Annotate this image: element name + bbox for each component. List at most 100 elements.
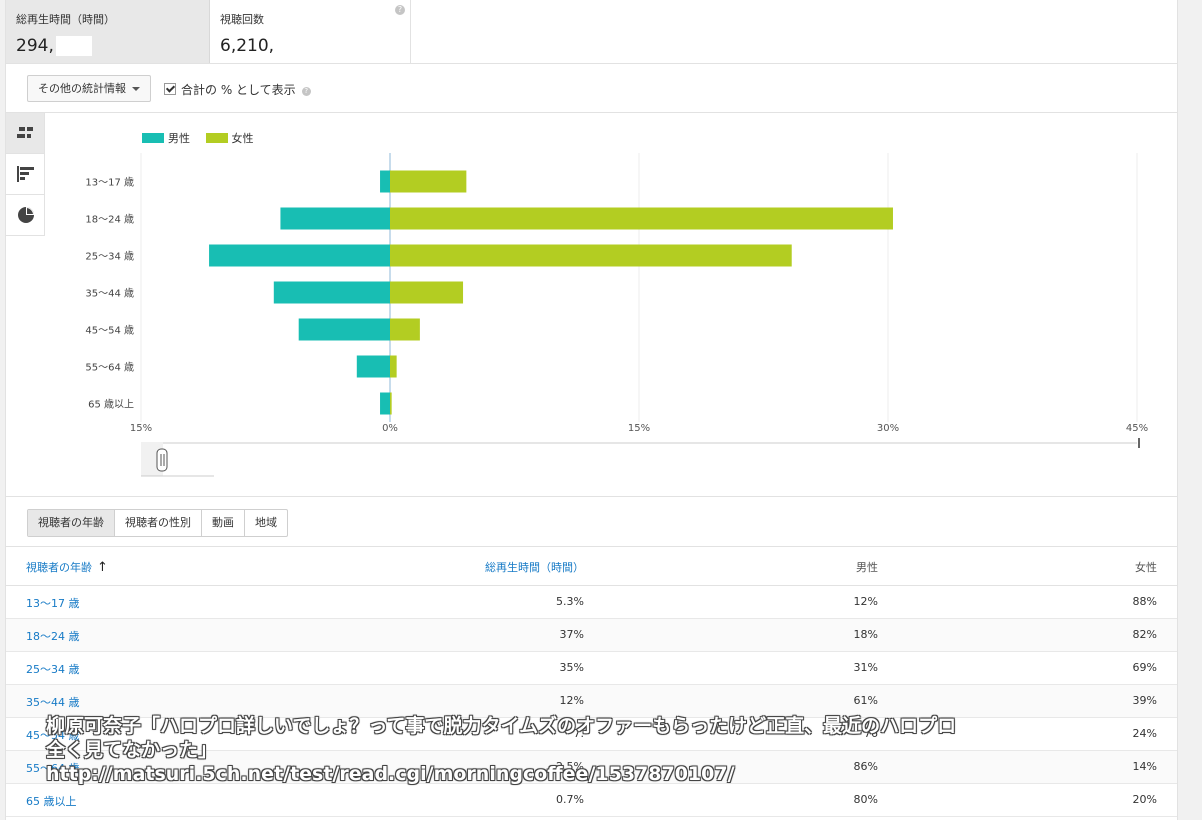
row-female: 24%: [1132, 727, 1157, 740]
bar-female: [390, 170, 467, 193]
header-age[interactable]: 視聴者の年齢 ↑: [26, 559, 108, 575]
chart-type-pie[interactable]: [6, 195, 45, 236]
data-table: 視聴者の年齢 ↑ 総再生時間（時間） 男性 女性 13～17 歳 5.3% 12% 88…: [6, 546, 1177, 817]
row-female: 82%: [1132, 628, 1157, 641]
category-label: 25～34 歳: [85, 251, 134, 263]
metric-views-label: 視聴回数: [220, 13, 264, 26]
help-icon[interactable]: ?: [395, 5, 405, 15]
age-gender-chart: 15% 0% 15% 30% 45% 13～17 歳 18～24 歳 25～34 歳 35～44…: [85, 153, 1148, 477]
category-label: 18～24 歳: [85, 214, 134, 226]
metric-watch-time[interactable]: 総再生時間（時間） 294,: [6, 0, 210, 63]
analytics-panel: 総再生時間（時間） 294, 視聴回数 6,210, ? その他の統計情報 合計…: [5, 0, 1178, 820]
diverging-bar-icon: [17, 127, 33, 138]
row-watch-time: 5.3%: [556, 595, 584, 608]
chart-type-diverging-bar[interactable]: [6, 113, 45, 154]
table-row: 25～34 歳 35% 31% 69%: [6, 652, 1177, 685]
row-watch-time: 2.5%: [556, 760, 584, 773]
bar-female: [390, 207, 893, 230]
row-age-link[interactable]: 25～34 歳: [26, 663, 80, 676]
legend-swatch-female: [205, 133, 228, 143]
row-male: 61%: [853, 694, 878, 707]
x-tick-label: 45%: [1126, 423, 1148, 434]
metric-watch-time-number: 294,: [16, 36, 54, 56]
x-tick-label: 15%: [130, 423, 152, 434]
table-row: 45～54 歳 7. 76 24%: [6, 718, 1177, 751]
legend-label-female: 女性: [231, 132, 254, 145]
tab-age[interactable]: 視聴者の年齢: [28, 510, 115, 536]
metric-watch-time-value: 294,: [16, 36, 92, 56]
toolbar: その他の統計情報 合計の % として表示?: [6, 64, 1177, 113]
category-label: 65 歳以上: [88, 399, 134, 411]
row-age-link[interactable]: 13～17 歳: [26, 597, 80, 610]
row-male: 80%: [853, 793, 878, 806]
row-age-link[interactable]: 18～24 歳: [26, 630, 80, 643]
metric-views[interactable]: 視聴回数 6,210, ?: [210, 0, 411, 63]
category-label: 55～64 歳: [85, 362, 134, 374]
bar-female: [390, 281, 464, 304]
row-age-link[interactable]: 45～54 歳: [26, 729, 80, 742]
bar-male: [380, 170, 390, 193]
table-row: 35～44 歳 12% 61% 39%: [6, 685, 1177, 718]
row-age-link[interactable]: 65 歳以上: [26, 795, 77, 808]
legend-swatch-male: [142, 133, 164, 143]
row-watch-time: 0.7%: [556, 793, 584, 806]
help-icon[interactable]: ?: [301, 87, 311, 96]
table-row: 18～24 歳 37% 18% 82%: [6, 619, 1177, 652]
table-row: 55～64 歳 2.5% 86% 14%: [6, 751, 1177, 784]
bar-female: [390, 392, 392, 415]
percent-toggle-label: 合計の % として表示: [181, 83, 296, 97]
table-row: 13～17 歳 5.3% 12% 88%: [6, 586, 1177, 619]
bar-female: [390, 318, 420, 341]
row-watch-time: 37%: [559, 628, 584, 641]
row-age-link[interactable]: 35～44 歳: [26, 696, 80, 709]
more-stats-dropdown[interactable]: その他の統計情報: [27, 75, 151, 102]
dimension-tabs: 視聴者の年齢 視聴者の性別 動画 地域: [27, 509, 288, 537]
row-watch-time: 7.: [573, 727, 585, 740]
tab-region[interactable]: 地域: [255, 516, 277, 529]
row-female: 39%: [1132, 694, 1157, 707]
bar-male: [356, 355, 390, 378]
row-female: 14%: [1132, 760, 1157, 773]
category-label: 45～54 歳: [85, 325, 134, 337]
chart-legend: 男性 女性: [142, 130, 254, 146]
row-watch-time: 35%: [559, 661, 584, 674]
bar-female: [390, 244, 792, 267]
pie-chart-icon: [18, 207, 34, 223]
tab-gender[interactable]: 視聴者の性別: [115, 510, 202, 536]
checkbox-checked-icon[interactable]: [164, 83, 176, 95]
metric-bar: 総再生時間（時間） 294, 視聴回数 6,210, ?: [6, 0, 1177, 64]
tab-video[interactable]: 動画: [202, 510, 245, 536]
category-label: 35～44 歳: [85, 288, 134, 300]
x-tick-label: 0%: [382, 423, 398, 434]
chart-type-tabs: [6, 113, 45, 236]
row-age-link[interactable]: 55～64 歳: [26, 762, 80, 775]
category-label: 13～17 歳: [85, 177, 134, 189]
header-male: 男性: [856, 561, 878, 574]
row-male: 18%: [853, 628, 878, 641]
redaction-mask: [276, 36, 313, 56]
metric-views-value: 6,210,: [220, 36, 313, 56]
chart-type-bar[interactable]: [6, 154, 45, 195]
x-tick-label: 15%: [628, 423, 650, 434]
metric-watch-time-label: 総再生時間（時間）: [16, 13, 115, 26]
caption-line-2: 全く見てなかった」: [46, 739, 218, 761]
bar-male: [280, 207, 390, 230]
range-slider-handle[interactable]: [156, 448, 168, 472]
redaction-mask: [55, 36, 92, 56]
legend-label-male: 男性: [168, 132, 190, 145]
row-female: 69%: [1132, 661, 1157, 674]
bar-male: [273, 281, 390, 304]
table-body: 13～17 歳 5.3% 12% 88% 18～24 歳 37% 18% 82% 25～34 歳…: [6, 586, 1177, 817]
chart-area: 男性 女性 15% 0% 15% 30% 45% 13～17 歳 18～24 歳 25～34 …: [6, 113, 1177, 497]
bar-female: [390, 355, 397, 378]
table-row: 65 歳以上 0.7% 80% 20%: [6, 784, 1177, 817]
percent-toggle[interactable]: 合計の % として表示?: [164, 81, 311, 98]
header-watch-time[interactable]: 総再生時間（時間）: [485, 561, 584, 574]
row-female: 20%: [1132, 793, 1157, 806]
row-watch-time: 12%: [559, 694, 584, 707]
row-male: 31%: [853, 661, 878, 674]
bar-male: [298, 318, 390, 341]
row-female: 88%: [1132, 595, 1157, 608]
header-age-label: 視聴者の年齢: [26, 561, 92, 574]
caption-line-1: 柳原可奈子「ハロプロ詳しいでしょ？って事で脱力タイムズのオファーもらったけど正直…: [46, 715, 957, 737]
